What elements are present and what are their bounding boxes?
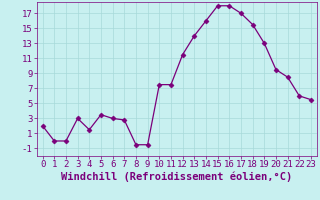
X-axis label: Windchill (Refroidissement éolien,°C): Windchill (Refroidissement éolien,°C) bbox=[61, 172, 292, 182]
